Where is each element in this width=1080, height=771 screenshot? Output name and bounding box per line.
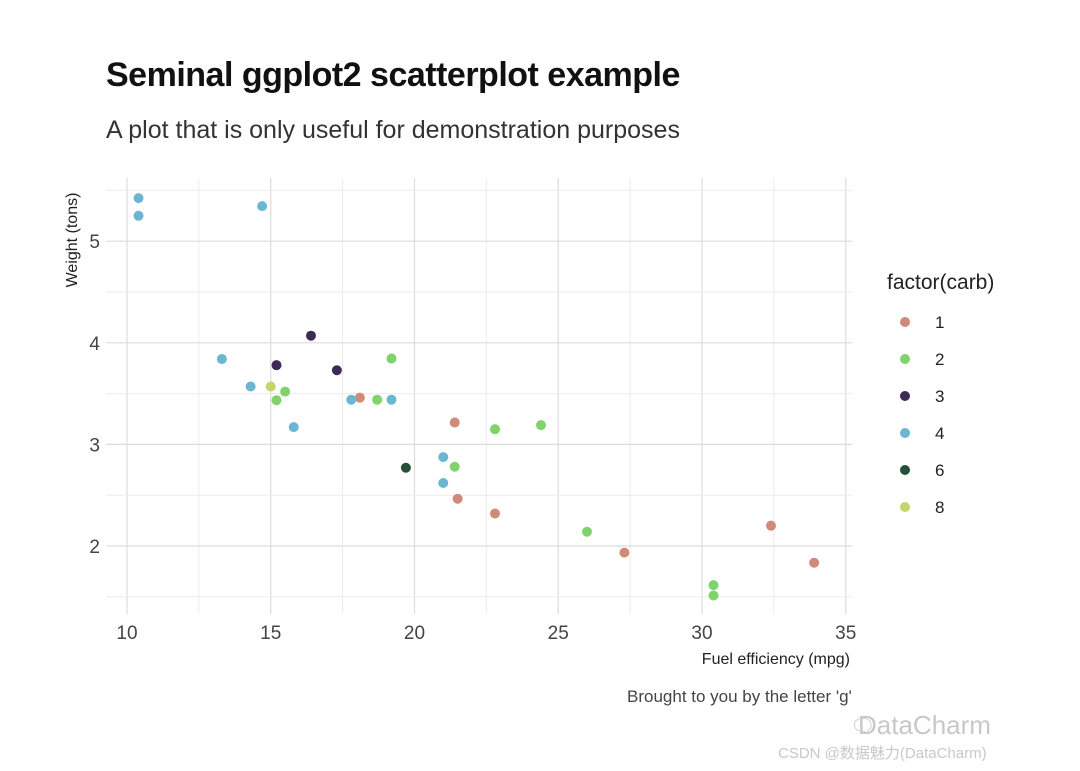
- scatter-point-carb-2: [536, 420, 546, 431]
- scatter-point-carb-2: [271, 395, 282, 406]
- scatter-point-carb-2: [386, 353, 397, 364]
- legend-key-2: [900, 354, 910, 364]
- watermark-credit: CSDN @数据魅力(DataCharm): [778, 745, 987, 762]
- scatter-point-carb-4: [245, 381, 256, 392]
- scatter-point-carb-2: [708, 580, 719, 591]
- x-tick-label: 35: [835, 623, 856, 644]
- scatter-point-carb-4: [216, 354, 227, 365]
- x-axis-ticks: 10 15 20 25 30 35: [116, 623, 856, 644]
- legend-key-1: [900, 317, 910, 327]
- legend-label-6: 6: [935, 461, 944, 480]
- legend-key-4: [900, 428, 910, 438]
- legend-label-2: 2: [935, 350, 944, 369]
- scatter-point-carb-3: [306, 330, 316, 341]
- chart-caption: Brought to you by the letter 'g': [627, 687, 852, 706]
- scatter-point-carb-4: [346, 394, 357, 405]
- scatter-point-carb-1: [449, 417, 460, 428]
- legend-key-6: [900, 465, 910, 475]
- x-axis-title: Fuel efficiency (mpg): [702, 651, 850, 668]
- scatter-point-carb-2: [372, 394, 383, 405]
- chart-title: Seminal ggplot2 scatterplot example: [106, 56, 680, 94]
- legend: factor(carb) 1 2 3 4 6 8: [887, 271, 994, 517]
- scatter-point-carb-1: [354, 392, 365, 403]
- y-tick-label: 3: [89, 435, 100, 456]
- y-tick-label: 5: [89, 232, 100, 253]
- legend-title: factor(carb): [887, 271, 994, 294]
- x-tick-label: 25: [548, 623, 569, 644]
- scatter-point-carb-4: [386, 394, 397, 405]
- watermark-text: DataCharm: [858, 710, 991, 740]
- legend-key-8: [900, 502, 910, 512]
- scatter-point-carb-8: [265, 381, 276, 392]
- scatter-point-carb-4: [257, 201, 268, 212]
- y-tick-label: 2: [89, 537, 100, 558]
- x-tick-label: 10: [116, 623, 137, 644]
- scatter-point-carb-3: [331, 365, 342, 376]
- scatter-point-carb-2: [582, 526, 592, 537]
- scatter-point-carb-4: [133, 193, 144, 204]
- scatter-point-carb-4: [438, 478, 449, 489]
- scatter-point-carb-4: [438, 452, 449, 463]
- x-tick-label: 30: [691, 623, 712, 644]
- scatter-point-carb-4: [288, 422, 299, 433]
- legend-key-3: [900, 391, 910, 401]
- scatter-point-carb-1: [766, 520, 776, 531]
- y-tick-label: 4: [89, 334, 100, 355]
- scatter-point-carb-2: [449, 461, 460, 472]
- scatter-point-carb-2: [280, 386, 291, 397]
- y-axis-title: Weight (tons): [64, 193, 81, 288]
- y-axis-ticks: 2 3 4 5: [89, 232, 100, 558]
- legend-label-3: 3: [935, 387, 944, 406]
- data-points: [133, 193, 820, 601]
- legend-label-8: 8: [935, 498, 944, 517]
- scatter-point-carb-2: [708, 590, 719, 601]
- scatter-point-carb-1: [809, 557, 820, 568]
- wechat-icon: 🗨: [850, 716, 876, 738]
- scatter-point-carb-4: [133, 210, 144, 221]
- x-tick-label: 15: [260, 623, 281, 644]
- grid-lines: [106, 178, 852, 614]
- scatter-point-carb-1: [490, 508, 500, 519]
- scatter-point-carb-2: [490, 424, 500, 435]
- scatter-point-carb-1: [619, 547, 630, 558]
- chart-subtitle: A plot that is only useful for demonstra…: [106, 116, 680, 144]
- scatter-point-carb-3: [271, 360, 282, 371]
- legend-label-1: 1: [935, 313, 944, 332]
- legend-label-4: 4: [935, 424, 944, 443]
- x-tick-label: 20: [404, 623, 425, 644]
- scatter-point-carb-1: [452, 493, 463, 504]
- scatter-point-carb-6: [400, 462, 411, 473]
